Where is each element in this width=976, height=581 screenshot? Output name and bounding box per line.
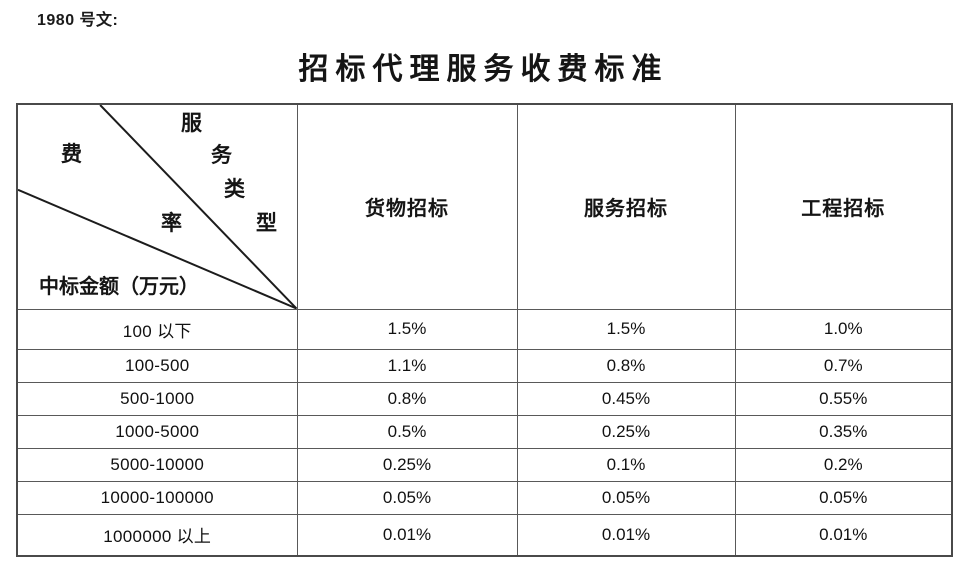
value-cell: 0.01% bbox=[516, 513, 736, 557]
fee-table: 服 务 类 型 费 率 中标金额（万元） 货物招标 服务招标 工程招标 100 … bbox=[16, 103, 953, 557]
value-cell: 1.0% bbox=[734, 308, 953, 351]
value-cell: 0.55% bbox=[734, 382, 953, 417]
table-row: 1000-5000 0.5% 0.25% 0.35% bbox=[16, 415, 953, 450]
table-row: 5000-10000 0.25% 0.1% 0.2% bbox=[16, 448, 953, 482]
table-row: 10000-100000 0.05% 0.05% 0.05% bbox=[16, 480, 953, 515]
corner-amount-label: 中标金额（万元） bbox=[39, 276, 199, 298]
corner-rate-char: 费 bbox=[61, 142, 82, 166]
value-cell: 1.1% bbox=[296, 349, 518, 384]
value-cell: 0.35% bbox=[734, 415, 953, 450]
value-cell: 0.7% bbox=[734, 349, 953, 384]
table-row: 1000000 以上 0.01% 0.01% 0.01% bbox=[16, 513, 953, 557]
value-cell: 1.5% bbox=[516, 308, 736, 351]
diagonal-divider-lines bbox=[18, 105, 296, 308]
value-cell: 0.25% bbox=[296, 448, 518, 482]
value-cell: 0.45% bbox=[516, 382, 736, 417]
value-cell: 0.05% bbox=[734, 480, 953, 515]
row-label: 10000-100000 bbox=[16, 480, 298, 515]
corner-type-char: 型 bbox=[256, 211, 277, 235]
value-cell: 0.8% bbox=[516, 349, 736, 384]
value-cell: 0.01% bbox=[734, 513, 953, 557]
value-cell: 0.5% bbox=[296, 415, 518, 450]
value-cell: 1.5% bbox=[296, 308, 518, 351]
corner-type-char: 务 bbox=[211, 143, 232, 167]
value-cell: 0.01% bbox=[296, 513, 518, 557]
row-label: 1000-5000 bbox=[16, 415, 298, 450]
value-cell: 0.05% bbox=[516, 480, 736, 515]
column-header-engineering: 工程招标 bbox=[734, 103, 953, 310]
doc-number-label: 1980 号文: bbox=[37, 12, 119, 29]
column-header-goods: 货物招标 bbox=[296, 103, 518, 310]
value-cell: 0.8% bbox=[296, 382, 518, 417]
table-corner-cell: 服 务 类 型 费 率 中标金额（万元） bbox=[16, 103, 298, 310]
table-row: 100 以下 1.5% 1.5% 1.0% bbox=[16, 308, 953, 351]
table-header-row: 服 务 类 型 费 率 中标金额（万元） 货物招标 服务招标 工程招标 bbox=[16, 103, 953, 310]
value-cell: 0.05% bbox=[296, 480, 518, 515]
row-label: 100 以下 bbox=[16, 308, 298, 351]
row-label: 500-1000 bbox=[16, 382, 298, 417]
row-label: 5000-10000 bbox=[16, 448, 298, 482]
corner-rate-char: 率 bbox=[161, 211, 182, 235]
table-row: 100-500 1.1% 0.8% 0.7% bbox=[16, 349, 953, 384]
row-label: 100-500 bbox=[16, 349, 298, 384]
page-title: 招标代理服务收费标准 bbox=[298, 53, 669, 86]
corner-type-char: 服 bbox=[181, 111, 202, 135]
value-cell: 0.1% bbox=[516, 448, 736, 482]
row-label: 1000000 以上 bbox=[16, 513, 298, 557]
corner-type-char: 类 bbox=[224, 177, 245, 201]
table-row: 500-1000 0.8% 0.45% 0.55% bbox=[16, 382, 953, 417]
value-cell: 0.2% bbox=[734, 448, 953, 482]
value-cell: 0.25% bbox=[516, 415, 736, 450]
column-header-services: 服务招标 bbox=[516, 103, 736, 310]
